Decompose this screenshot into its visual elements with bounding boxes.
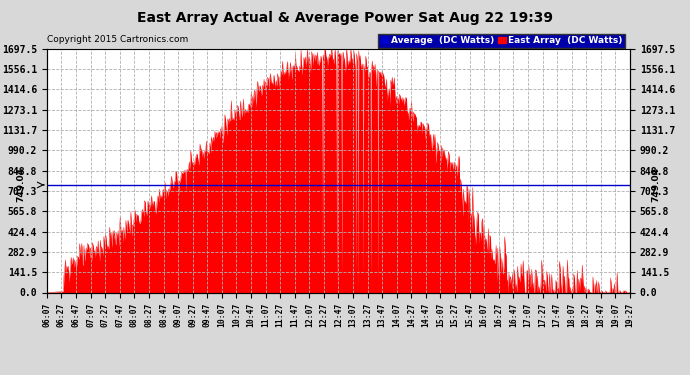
Text: Copyright 2015 Cartronics.com: Copyright 2015 Cartronics.com — [47, 35, 188, 44]
Text: East Array Actual & Average Power Sat Aug 22 19:39: East Array Actual & Average Power Sat Au… — [137, 11, 553, 25]
Text: 749.04: 749.04 — [652, 168, 661, 202]
Text: 749.04: 749.04 — [16, 168, 25, 202]
Legend: Average  (DC Watts), East Array  (DC Watts): Average (DC Watts), East Array (DC Watts… — [378, 34, 625, 48]
